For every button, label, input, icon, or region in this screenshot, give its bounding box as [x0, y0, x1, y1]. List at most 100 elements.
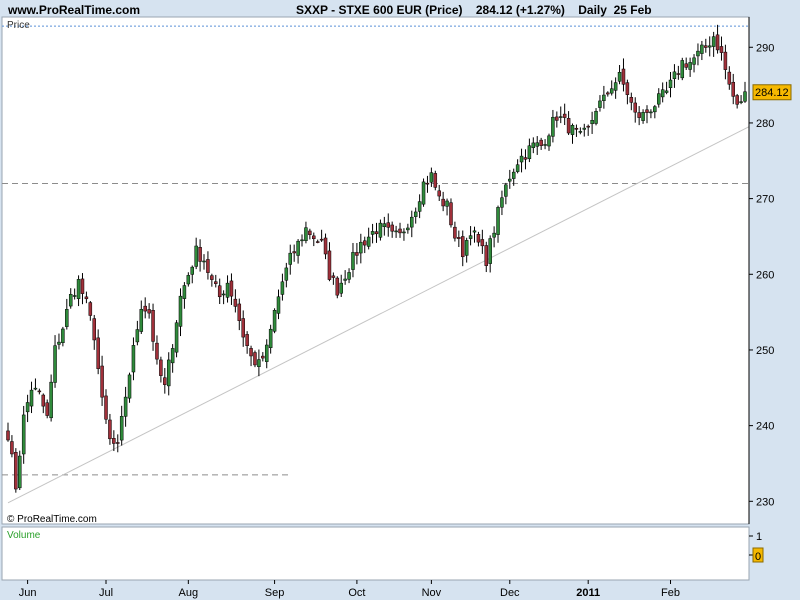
candle [135, 320, 140, 346]
candle [351, 242, 355, 278]
candle [119, 405, 124, 446]
candle [370, 223, 375, 244]
candle [602, 85, 606, 109]
candle [727, 66, 732, 90]
candle [127, 372, 132, 403]
header-bar: www.ProRealTime.com SXXP - STXE 600 EUR … [0, 0, 800, 20]
candle [253, 350, 257, 368]
candle [492, 226, 496, 248]
candle [555, 111, 559, 128]
candle [84, 291, 89, 304]
candle [288, 244, 293, 275]
candle [233, 289, 238, 313]
candle [449, 198, 453, 228]
candle [441, 191, 445, 212]
candle [680, 57, 685, 81]
candle [653, 104, 657, 119]
candle [668, 71, 673, 98]
candle [500, 190, 504, 216]
candle [374, 222, 379, 243]
candle [660, 82, 665, 103]
candle [378, 219, 383, 241]
candle [198, 239, 202, 272]
candle [657, 88, 661, 108]
candle [613, 77, 618, 99]
candle [523, 149, 528, 170]
candle [527, 138, 532, 163]
price-panel [1, 16, 750, 525]
x-axis: Jun Jul Aug Sep Oct Nov Dec 2011 Feb [19, 580, 680, 599]
candle [484, 241, 489, 273]
volume-axis: 1 0 [749, 531, 764, 563]
candle [57, 333, 61, 350]
volume-tick-0: 0 [755, 551, 761, 563]
candle [574, 124, 579, 137]
candle [359, 233, 363, 264]
candle [174, 320, 179, 358]
trendline-layer [7, 126, 750, 504]
candle [362, 236, 367, 254]
candle [719, 36, 724, 61]
candle [245, 331, 249, 354]
candle [182, 282, 187, 309]
candle [570, 123, 575, 144]
candle [590, 111, 594, 134]
candle [707, 36, 712, 57]
price-panel-label: Price [7, 20, 30, 31]
candle [304, 221, 308, 244]
last-price-value: 284.12 [755, 87, 789, 99]
candle [80, 273, 85, 305]
candle [559, 106, 563, 124]
volume-panel-label: Volume [7, 530, 41, 541]
candle [343, 270, 347, 285]
candle [72, 288, 77, 300]
candle [96, 329, 100, 375]
candle [692, 54, 696, 73]
candle [472, 226, 477, 243]
candle [664, 81, 669, 95]
candle [280, 273, 285, 301]
y-tick-label: 270 [756, 194, 774, 206]
candle [468, 226, 473, 246]
candle [688, 57, 692, 77]
candle [519, 148, 524, 173]
x-tick-label: Dec [500, 587, 520, 599]
y-tick-label: 230 [756, 496, 774, 508]
candle [551, 109, 555, 143]
candle [696, 43, 700, 66]
site-label[interactable]: www.ProRealTime.com [8, 3, 141, 17]
candle [723, 44, 728, 80]
candle [641, 109, 645, 124]
candle [25, 394, 30, 423]
candle [159, 356, 163, 383]
y-tick-label: 240 [756, 421, 774, 433]
candle [382, 216, 387, 236]
candle [37, 388, 42, 395]
candle [272, 308, 277, 334]
candle [562, 103, 567, 125]
candle [582, 123, 587, 137]
candle [488, 235, 492, 273]
candle [704, 38, 708, 53]
x-tick-label: 2011 [576, 587, 600, 599]
candle [268, 324, 273, 354]
candle [649, 109, 653, 119]
y-tick-label: 290 [756, 42, 774, 54]
volume-panel [1, 526, 750, 581]
candle [116, 434, 120, 453]
candle [711, 31, 716, 57]
candle [210, 273, 214, 287]
candle [578, 127, 583, 135]
candle [586, 124, 590, 136]
x-tick-label: Feb [661, 587, 680, 599]
candle [539, 137, 543, 150]
candle [504, 182, 508, 205]
candle [61, 326, 65, 347]
candle [715, 24, 720, 54]
candle [257, 349, 261, 377]
last-price-tag: 284.12 [752, 84, 792, 101]
candle [331, 272, 336, 285]
candle [6, 422, 10, 442]
candle [170, 344, 175, 373]
candle [112, 430, 116, 452]
